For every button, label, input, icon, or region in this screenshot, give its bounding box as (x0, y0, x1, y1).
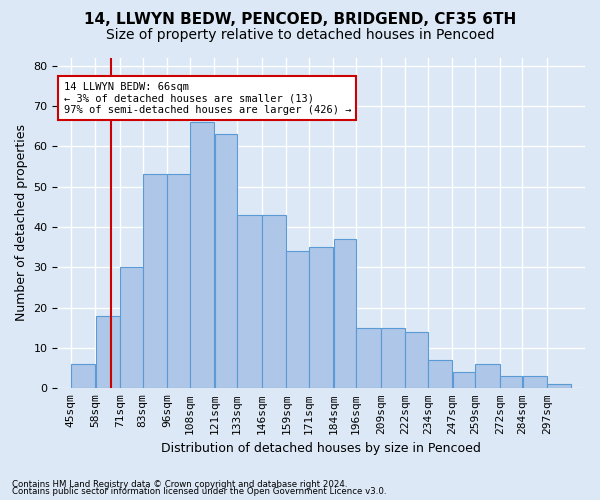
Bar (547, 384, 571, 388)
Text: Contains public sector information licensed under the Open Government Licence v3: Contains public sector information licen… (12, 487, 386, 496)
Text: Size of property relative to detached houses in Pencoed: Size of property relative to detached ho… (106, 28, 494, 42)
Bar (262, 215, 286, 388)
Text: Contains HM Land Registry data © Crown copyright and database right 2024.: Contains HM Land Registry data © Crown c… (12, 480, 347, 489)
Text: 14, LLWYN BEDW, PENCOED, BRIDGEND, CF35 6TH: 14, LLWYN BEDW, PENCOED, BRIDGEND, CF35 … (84, 12, 516, 28)
Bar (523, 376, 547, 388)
Bar (309, 247, 334, 388)
Bar (215, 134, 237, 388)
Bar (95, 316, 120, 388)
Bar (428, 360, 452, 388)
Bar (500, 376, 522, 388)
X-axis label: Distribution of detached houses by size in Pencoed: Distribution of detached houses by size … (161, 442, 481, 455)
Bar (237, 215, 262, 388)
Bar (190, 122, 214, 388)
Bar (381, 328, 405, 388)
Bar (452, 372, 475, 388)
Bar (286, 251, 309, 388)
Bar (143, 174, 167, 388)
Bar (406, 332, 428, 388)
Bar (475, 364, 500, 388)
Bar (356, 328, 380, 388)
Bar (167, 174, 190, 388)
Y-axis label: Number of detached properties: Number of detached properties (15, 124, 28, 322)
Bar (334, 239, 356, 388)
Bar (120, 268, 143, 388)
Bar (71, 364, 95, 388)
Text: 14 LLWYN BEDW: 66sqm
← 3% of detached houses are smaller (13)
97% of semi-detach: 14 LLWYN BEDW: 66sqm ← 3% of detached ho… (64, 82, 351, 115)
